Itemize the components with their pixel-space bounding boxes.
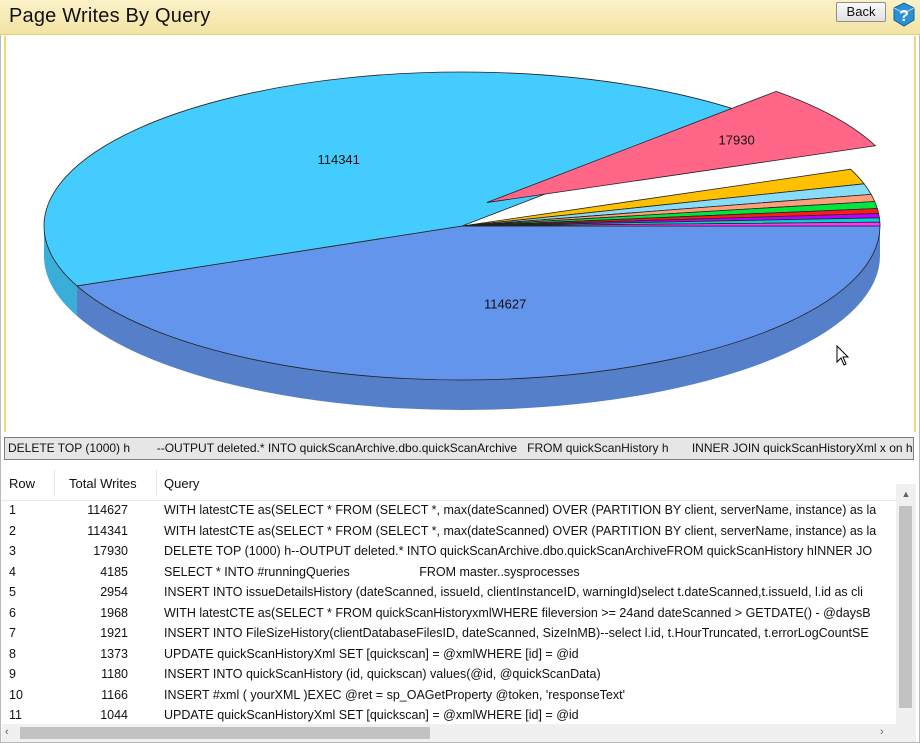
table-row[interactable]: 2 114341 WITH latestCTE as(SELECT * FROM (… xyxy=(2,521,898,542)
cell-row-number: 8 xyxy=(9,646,16,661)
cell-query: UPDATE quickScanHistoryXml SET [quicksca… xyxy=(164,646,579,661)
pie-slice[interactable] xyxy=(43,71,753,287)
pie-slice-side xyxy=(76,226,880,410)
table-row[interactable]: 1 114627 WITH latestCTE as(SELECT * FROM (… xyxy=(2,500,898,521)
vertical-scrollbar[interactable]: ▲ xyxy=(896,484,916,724)
pie-slice[interactable] xyxy=(486,90,877,203)
column-header-query[interactable]: Query xyxy=(164,476,200,491)
cell-row-number: 5 xyxy=(9,585,16,599)
chart-panel: 114627 114341 17930 xyxy=(4,36,916,432)
cell-query: WITH latestCTE as(SELECT * FROM quickSca… xyxy=(164,605,871,620)
cell-total-writes: 1373 xyxy=(100,646,128,661)
cell-total-writes: 4185 xyxy=(100,564,128,579)
selected-query-text[interactable]: DELETE TOP (1000) h --OUTPUT deleted.* I… xyxy=(4,437,914,460)
cell-total-writes: 1044 xyxy=(100,708,128,722)
table-row[interactable]: 9 1180 INSERT INTO quickScanHistory (id, q… xyxy=(2,664,898,685)
cell-total-writes: 1166 xyxy=(101,687,128,702)
column-header-row[interactable]: Row xyxy=(9,476,36,491)
cell-query: INSERT INTO quickScanHistory (id, quicks… xyxy=(164,667,601,681)
back-button[interactable]: Back xyxy=(836,2,886,22)
cell-query: SELECT * INTO #runningQueries FROM maste… xyxy=(164,564,580,579)
cell-row-number: 3 xyxy=(9,544,16,558)
mouse-pointer-icon xyxy=(836,345,850,366)
query-part-1: DELETE TOP (1000) h xyxy=(8,441,131,455)
cell-row-number: 2 xyxy=(9,523,16,538)
table-row[interactable]: 8 1373 UPDATE quickScanHistoryXml SET [qui… xyxy=(2,644,898,665)
cell-query: DELETE TOP (1000) h--OUTPUT deleted.* IN… xyxy=(164,544,873,558)
column-header-total-writes[interactable]: Total Writes xyxy=(69,476,137,491)
pie-data-label: 17930 xyxy=(719,133,755,148)
pie-slice[interactable] xyxy=(76,225,881,381)
help-question-icon[interactable]: ? xyxy=(890,0,918,28)
cell-row-number: 9 xyxy=(9,667,16,681)
cell-row-number: 10 xyxy=(9,687,23,702)
table-row[interactable]: 5 2954 INSERT INTO issueDetailsHistory (da… xyxy=(2,582,898,603)
cell-row-number: 7 xyxy=(9,626,16,640)
cell-total-writes: 17930 xyxy=(93,544,128,558)
table-row[interactable]: 7 1921 INSERT INTO FileSizeHistory(clientD… xyxy=(2,623,898,644)
title-bar: Page Writes By Query Back ? xyxy=(0,0,920,35)
horizontal-scrollbar[interactable]: ‹ › xyxy=(2,724,896,742)
cell-total-writes: 114627 xyxy=(87,503,128,517)
cell-query: UPDATE quickScanHistoryXml SET [quicksca… xyxy=(164,708,579,722)
vertical-scroll-thumb[interactable] xyxy=(899,506,912,708)
pie-data-label: 114627 xyxy=(484,296,526,311)
svg-text:?: ? xyxy=(899,8,909,25)
grid-header: Row Total Writes Query xyxy=(2,466,902,501)
table-row[interactable]: 10 1166 INSERT #xml ( yourXML )EXEC @ret =… xyxy=(2,685,898,706)
pie-slice-side xyxy=(44,226,77,316)
pie-data-label: 114341 xyxy=(317,152,359,167)
query-part-4: INNER JOIN quickScanHistoryXml x on h.id… xyxy=(691,441,913,455)
scroll-right-icon[interactable]: › xyxy=(880,726,884,738)
cell-query: INSERT #xml ( yourXML )EXEC @ret = sp_OA… xyxy=(164,687,625,702)
cell-row-number: 4 xyxy=(9,564,16,579)
scrollbar-corner xyxy=(896,724,916,742)
cell-row-number: 11 xyxy=(9,708,22,722)
cell-row-number: 1 xyxy=(9,503,16,517)
cell-query: INSERT INTO FileSizeHistory(clientDataba… xyxy=(164,626,869,640)
query-part-3: FROM quickScanHistory h xyxy=(527,441,669,455)
table-row[interactable]: 4 4185 SELECT * INTO #runningQueries FROM … xyxy=(2,562,898,583)
cell-total-writes: 1968 xyxy=(100,605,128,620)
horizontal-scroll-thumb[interactable] xyxy=(20,727,430,739)
cell-total-writes: 1921 xyxy=(100,626,128,640)
scroll-up-icon[interactable]: ▲ xyxy=(901,489,911,499)
column-divider[interactable] xyxy=(54,470,55,496)
cell-total-writes: 1180 xyxy=(101,667,128,681)
pie-slice[interactable] xyxy=(461,221,881,227)
pie-chart[interactable]: 114627 114341 17930 xyxy=(2,0,920,440)
column-divider[interactable] xyxy=(156,470,157,496)
table-row[interactable]: 6 1968 WITH latestCTE as(SELECT * FROM qui… xyxy=(2,603,898,624)
cell-query: INSERT INTO issueDetailsHistory (dateSca… xyxy=(164,585,863,599)
cell-total-writes: 2954 xyxy=(100,585,128,599)
table-row[interactable]: 3 17930 DELETE TOP (1000) h--OUTPUT delete… xyxy=(2,541,898,562)
table-row[interactable]: 11 1044 UPDATE quickScanHistoryXml SET [qu… xyxy=(2,705,898,724)
query-part-2: --OUTPUT deleted.* INTO quickScanArchive… xyxy=(156,441,518,455)
results-grid[interactable]: Row Total Writes Query 1 114627 WITH lates… xyxy=(2,466,918,724)
cell-row-number: 6 xyxy=(9,605,16,620)
page-title: Page Writes By Query xyxy=(9,5,211,27)
cell-query: WITH latestCTE as(SELECT * FROM (SELECT … xyxy=(164,503,877,517)
cell-total-writes: 114341 xyxy=(87,523,128,538)
cell-query: WITH latestCTE as(SELECT * FROM (SELECT … xyxy=(164,523,877,538)
scroll-left-icon[interactable]: ‹ xyxy=(5,726,9,738)
